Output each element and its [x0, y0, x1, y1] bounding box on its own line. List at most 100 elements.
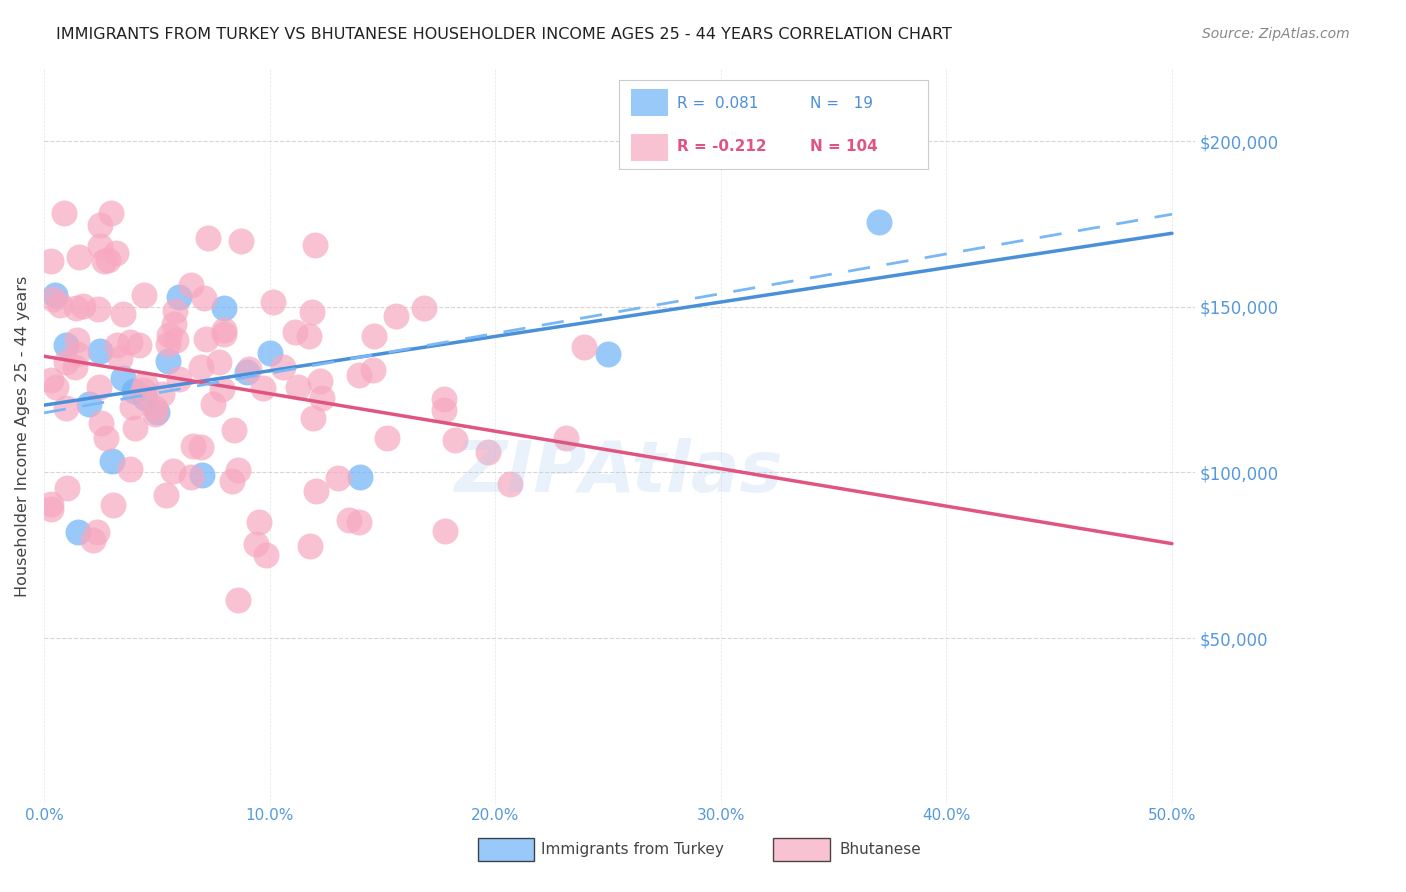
Point: [194, 332, 217, 346]
Point: [349, 368, 371, 383]
Point: [181, 439, 204, 453]
Point: [165, 333, 187, 347]
Point: [162, 464, 184, 478]
Point: [55, 338, 77, 352]
Point: [252, 381, 274, 395]
Point: [245, 537, 267, 551]
Point: [308, 375, 330, 389]
Point: [120, 334, 142, 349]
Point: [572, 340, 595, 354]
Point: [44, 288, 66, 302]
Point: [101, 498, 124, 512]
Point: [105, 337, 128, 351]
Point: [271, 360, 294, 375]
Point: [89, 380, 111, 394]
Point: [156, 354, 179, 368]
Point: [89, 238, 111, 252]
Point: [104, 245, 127, 260]
Point: [124, 421, 146, 435]
Point: [122, 384, 145, 398]
Point: [56, 481, 79, 495]
Point: [121, 401, 143, 415]
Point: [499, 477, 522, 491]
Point: [39, 497, 62, 511]
Text: Source: ZipAtlas.com: Source: ZipAtlas.com: [1202, 27, 1350, 41]
Point: [433, 392, 456, 406]
Point: [145, 405, 167, 419]
Point: [66, 524, 89, 539]
Point: [55, 354, 77, 368]
Point: [180, 470, 202, 484]
Point: [301, 304, 323, 318]
Point: [226, 463, 249, 477]
Point: [304, 237, 326, 252]
Point: [150, 386, 173, 401]
Point: [284, 325, 307, 339]
Point: [93, 254, 115, 268]
Point: [97, 252, 120, 267]
Point: [72, 299, 94, 313]
Point: [596, 347, 619, 361]
Point: [167, 372, 190, 386]
Point: [384, 310, 406, 324]
Point: [444, 433, 467, 447]
Point: [254, 548, 277, 562]
Point: [299, 540, 322, 554]
Point: [96, 431, 118, 445]
Point: [247, 515, 270, 529]
Point: [163, 317, 186, 331]
Point: [100, 206, 122, 220]
Point: [87, 301, 110, 316]
Point: [55, 401, 77, 415]
Point: [155, 488, 177, 502]
Bar: [631, 89, 668, 116]
Text: Bhutanese: Bhutanese: [839, 842, 921, 856]
Point: [287, 380, 309, 394]
Point: [347, 516, 370, 530]
Point: [108, 351, 131, 365]
Point: [159, 327, 181, 342]
Y-axis label: Householder Income Ages 25 - 44 years: Householder Income Ages 25 - 44 years: [15, 276, 30, 597]
Point: [163, 303, 186, 318]
Point: [111, 371, 134, 385]
Point: [363, 329, 385, 343]
Point: [375, 431, 398, 445]
Text: N =   19: N = 19: [810, 96, 873, 111]
Point: [211, 382, 233, 396]
Text: ZIPAtlas: ZIPAtlas: [456, 438, 783, 508]
Point: [349, 470, 371, 484]
Point: [477, 445, 499, 459]
Text: N = 104: N = 104: [810, 139, 879, 153]
Point: [128, 338, 150, 352]
Point: [39, 501, 62, 516]
Point: [555, 431, 578, 445]
Point: [305, 484, 328, 499]
Point: [69, 250, 91, 264]
Point: [238, 361, 260, 376]
Point: [45, 380, 67, 394]
Text: IMMIGRANTS FROM TURKEY VS BHUTANESE HOUSEHOLDER INCOME AGES 25 - 44 YEARS CORREL: IMMIGRANTS FROM TURKEY VS BHUTANESE HOUS…: [56, 27, 952, 42]
Point: [433, 403, 456, 417]
Point: [82, 533, 104, 548]
Point: [197, 231, 219, 245]
Text: R =  0.081: R = 0.081: [678, 96, 759, 111]
Point: [53, 206, 76, 220]
Point: [100, 454, 122, 468]
Point: [132, 288, 155, 302]
Point: [63, 359, 86, 374]
Point: [77, 397, 100, 411]
Point: [167, 290, 190, 304]
Point: [90, 416, 112, 430]
Point: [337, 512, 360, 526]
Point: [157, 337, 180, 351]
Point: [868, 215, 890, 229]
Point: [143, 401, 166, 416]
Point: [302, 410, 325, 425]
Point: [180, 277, 202, 292]
Bar: [631, 134, 668, 161]
Point: [65, 347, 87, 361]
Point: [311, 391, 333, 405]
Point: [191, 467, 214, 482]
Point: [221, 474, 243, 488]
Point: [111, 307, 134, 321]
